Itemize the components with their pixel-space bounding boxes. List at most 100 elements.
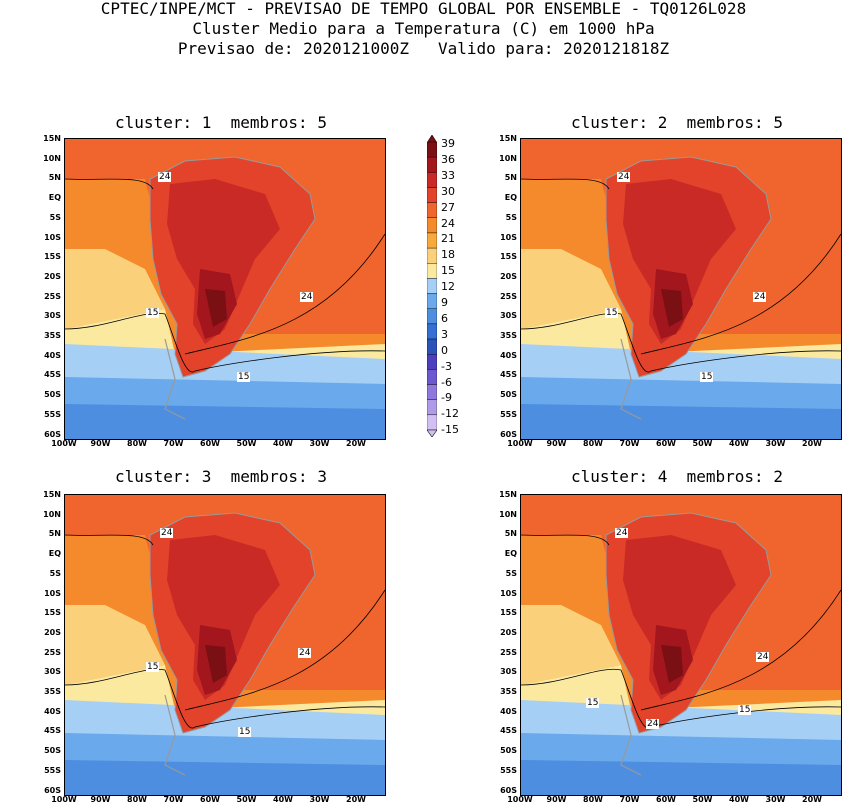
colorbar-swatch — [427, 323, 437, 340]
longitude-label: 70W — [163, 795, 184, 804]
latitude-label: 40S — [500, 706, 517, 716]
colorbar-label: 3 — [441, 327, 448, 341]
latitude-label: 5N — [48, 529, 61, 539]
latitude-label: 10N — [499, 509, 517, 519]
contour-label: 15 — [146, 662, 160, 672]
latitude-label: 15S — [500, 252, 517, 262]
map-shading — [521, 139, 841, 439]
colorbar-swatch — [427, 414, 437, 431]
latitude-label: 50S — [500, 746, 517, 756]
colorbar-swatch — [427, 217, 437, 234]
latitude-label: 10N — [43, 509, 61, 519]
longitude-label: 30W — [765, 439, 786, 448]
colorbar-swatch — [427, 384, 437, 400]
map-shading — [65, 495, 385, 795]
contour-label: 24 — [298, 648, 312, 658]
map-shading — [521, 495, 841, 795]
latitude-label: 30S — [44, 311, 61, 321]
latitude-label: 20S — [500, 627, 517, 637]
latitude-label: EQ — [48, 193, 61, 203]
longitude-label: 40W — [273, 439, 293, 448]
colorbar-label: -3 — [441, 359, 452, 373]
contour-label: 15 — [237, 372, 251, 382]
temperature-map — [64, 138, 386, 440]
latitude-label: 60S — [500, 785, 517, 795]
colorbar-label: 24 — [441, 216, 455, 230]
colorbar-label: 6 — [441, 311, 448, 325]
colorbar-swatch — [427, 172, 437, 188]
contour-label: 24 — [753, 292, 767, 302]
longitude-label: 20W — [802, 439, 822, 448]
latitude-label: 40S — [500, 350, 517, 360]
contour-label: 24 — [160, 528, 174, 538]
longitude-label: 100W — [51, 439, 77, 448]
contour-label: 24 — [158, 172, 172, 182]
map-shading — [65, 139, 385, 439]
longitude-label: 90W — [90, 795, 111, 804]
latitude-label: 25S — [500, 647, 517, 657]
contour-label: 24 — [300, 292, 314, 302]
contour-label: 24 — [617, 172, 631, 182]
latitude-label: 10S — [500, 232, 517, 242]
colorbar-label: 9 — [441, 296, 448, 309]
longitude-label: 40W — [273, 795, 293, 804]
panel-title: cluster: 4 membros: 2 — [571, 467, 783, 486]
longitude-label: 50W — [692, 795, 713, 804]
longitude-label: 90W — [546, 795, 567, 804]
longitude-label: 30W — [765, 795, 786, 804]
latitude-label: 10N — [43, 153, 61, 163]
latitude-label: 10N — [499, 153, 517, 163]
colorbar-swatch — [427, 399, 437, 416]
latitude-label: 35S — [44, 331, 61, 340]
latitude-label: 60S — [44, 429, 61, 439]
contour-label: 15 — [605, 308, 619, 318]
latitude-label: EQ — [504, 549, 517, 559]
latitude-label: 30S — [500, 311, 517, 321]
latitude-label: 5S — [49, 212, 61, 222]
latitude-label: 10S — [44, 232, 61, 242]
colorbar-swatch — [427, 354, 437, 370]
contour-label: 15 — [700, 372, 714, 382]
longitude-label: 70W — [163, 439, 184, 448]
latitude-label: 50S — [500, 390, 517, 400]
colorbar-swatch — [427, 156, 437, 173]
latitude-label: 5N — [504, 529, 517, 539]
longitude-label: 80W — [127, 439, 147, 448]
colorbar-label: 30 — [441, 184, 455, 198]
colorbar-label: -6 — [441, 375, 452, 389]
longitude-label: 50W — [236, 439, 257, 448]
latitude-label: 20S — [44, 627, 61, 637]
latitude-label: 35S — [500, 331, 517, 340]
longitude-label: 90W — [546, 439, 567, 448]
latitude-label: 10S — [44, 588, 61, 598]
latitude-label: 30S — [44, 667, 61, 677]
latitude-label: 5S — [505, 212, 517, 222]
colorbar-label: 36 — [441, 152, 455, 166]
latitude-label: 5N — [48, 173, 61, 183]
colorbar-swatch — [427, 232, 437, 249]
latitude-label: 50S — [44, 746, 61, 756]
longitude-label: 80W — [583, 439, 603, 448]
colorbar-label: 39 — [441, 137, 455, 150]
longitude-label: 20W — [802, 795, 822, 804]
colorbar-swatch — [427, 141, 437, 158]
latitude-label: 15S — [500, 608, 517, 618]
longitude-label: 40W — [729, 439, 749, 448]
latitude-label: 25S — [44, 647, 61, 657]
latitude-label: 40S — [44, 350, 61, 360]
longitude-label: 30W — [309, 439, 330, 448]
colorbar-swatch — [427, 187, 437, 203]
latitude-label: 45S — [44, 370, 61, 380]
longitude-label: 30W — [309, 795, 330, 804]
latitude-label: EQ — [504, 193, 517, 203]
contour-label: 24 — [756, 652, 770, 662]
colorbar-swatch — [427, 278, 437, 294]
latitude-label: 60S — [500, 429, 517, 439]
colorbar-label: -9 — [441, 391, 452, 405]
colorbar-label: 0 — [441, 343, 448, 357]
longitude-label: 60W — [200, 795, 220, 804]
latitude-label: 15S — [44, 608, 61, 618]
colorbar-swatch — [427, 202, 437, 218]
latitude-label: 15N — [499, 134, 517, 143]
latitude-label: 20S — [500, 271, 517, 281]
